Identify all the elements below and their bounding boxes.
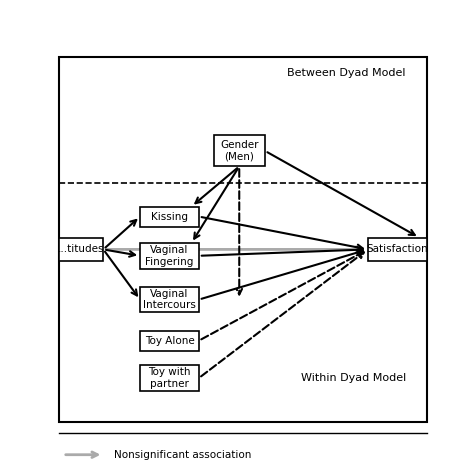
Text: Satisfaction: Satisfaction [366, 245, 428, 255]
Text: Between Dyad Model: Between Dyad Model [286, 68, 405, 78]
FancyBboxPatch shape [140, 287, 199, 312]
Text: Nonsignificant association: Nonsignificant association [114, 450, 252, 460]
Text: Within Dyad Model: Within Dyad Model [301, 373, 406, 383]
FancyBboxPatch shape [213, 136, 265, 166]
FancyBboxPatch shape [140, 331, 199, 351]
FancyBboxPatch shape [368, 237, 427, 261]
FancyBboxPatch shape [59, 237, 103, 261]
Text: Toy with
partner: Toy with partner [148, 367, 191, 389]
Text: Kissing: Kissing [151, 211, 188, 221]
FancyBboxPatch shape [140, 207, 199, 227]
Text: Gender
(Men): Gender (Men) [220, 140, 258, 162]
Text: Toy Alone: Toy Alone [145, 336, 194, 346]
Text: Vaginal
Fingering: Vaginal Fingering [145, 245, 194, 266]
Text: ...titudes: ...titudes [58, 245, 105, 255]
FancyBboxPatch shape [140, 365, 199, 391]
FancyBboxPatch shape [140, 243, 199, 269]
Text: Vaginal
Intercours: Vaginal Intercours [143, 289, 196, 310]
